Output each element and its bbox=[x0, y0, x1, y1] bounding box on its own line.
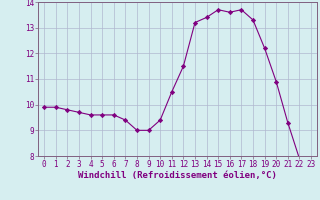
X-axis label: Windchill (Refroidissement éolien,°C): Windchill (Refroidissement éolien,°C) bbox=[78, 171, 277, 180]
